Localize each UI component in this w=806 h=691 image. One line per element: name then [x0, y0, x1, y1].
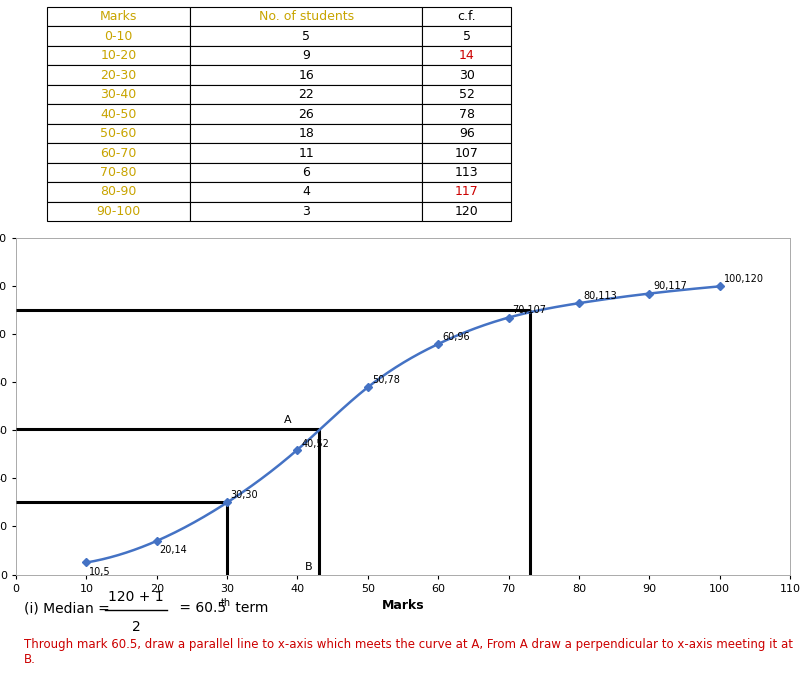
Text: 30-40: 30-40 [101, 88, 137, 101]
Text: 60,96: 60,96 [442, 332, 470, 342]
Bar [190, 202, 422, 221]
Text: 3: 3 [302, 205, 310, 218]
Text: c.f.: c.f. [458, 10, 476, 23]
Text: 50-60: 50-60 [101, 127, 137, 140]
Bar [422, 163, 511, 182]
Bar [190, 66, 422, 85]
Bar [190, 7, 422, 26]
Text: 113: 113 [455, 166, 479, 179]
Text: 20,14: 20,14 [160, 545, 187, 556]
Text: th: th [221, 598, 231, 608]
Text: 50,78: 50,78 [372, 375, 400, 385]
Text: 5: 5 [463, 30, 471, 43]
Text: 40,52: 40,52 [301, 439, 330, 449]
Text: term: term [231, 601, 268, 615]
Text: 6: 6 [302, 166, 310, 179]
Text: 107: 107 [455, 146, 479, 160]
Bar [422, 7, 511, 26]
Bar [190, 124, 422, 143]
Text: 18: 18 [298, 127, 314, 140]
Bar [47, 66, 190, 85]
Bar [422, 66, 511, 85]
Bar [47, 26, 190, 46]
Text: 22: 22 [298, 88, 314, 101]
Text: 40-50: 40-50 [101, 108, 137, 120]
Text: 90-100: 90-100 [97, 205, 141, 218]
Bar [47, 143, 190, 163]
Bar [190, 143, 422, 163]
Text: 60-70: 60-70 [101, 146, 137, 160]
Text: 52: 52 [459, 88, 475, 101]
Bar [47, 202, 190, 221]
Text: 96: 96 [459, 127, 475, 140]
Text: 9: 9 [302, 49, 310, 62]
Text: Through mark 60.5, draw a parallel line to x-axis which meets the curve at A, Fr: Through mark 60.5, draw a parallel line … [24, 638, 793, 665]
Bar [422, 104, 511, 124]
Text: 10-20: 10-20 [101, 49, 137, 62]
Text: 11: 11 [298, 146, 314, 160]
Bar [190, 85, 422, 104]
Text: (i) Median =: (i) Median = [24, 601, 110, 615]
Text: 26: 26 [298, 108, 314, 120]
Text: 10,5: 10,5 [89, 567, 111, 577]
Bar [422, 26, 511, 46]
Bar [422, 143, 511, 163]
Text: 70,107: 70,107 [513, 305, 546, 315]
Text: 90,117: 90,117 [654, 281, 688, 292]
Bar [47, 46, 190, 66]
Bar [422, 124, 511, 143]
Text: 0-10: 0-10 [105, 30, 133, 43]
Bar [422, 46, 511, 66]
Text: 30: 30 [459, 68, 475, 82]
Text: No. of students: No. of students [259, 10, 354, 23]
Text: 80-90: 80-90 [101, 185, 137, 198]
Bar [47, 104, 190, 124]
Bar [422, 202, 511, 221]
Text: = 60.5: = 60.5 [175, 601, 226, 615]
Text: Marks: Marks [100, 10, 137, 23]
Text: 120: 120 [455, 205, 479, 218]
Bar [190, 182, 422, 202]
Text: A: A [284, 415, 291, 425]
Text: 120 + 1: 120 + 1 [108, 590, 164, 604]
Bar [190, 46, 422, 66]
X-axis label: Marks: Marks [382, 599, 424, 612]
Bar [190, 104, 422, 124]
Text: 5: 5 [302, 30, 310, 43]
Bar [190, 163, 422, 182]
Text: B: B [305, 562, 312, 571]
Bar [47, 7, 190, 26]
Text: 16: 16 [298, 68, 314, 82]
Bar [47, 85, 190, 104]
Text: 117: 117 [455, 185, 479, 198]
Text: 70-80: 70-80 [101, 166, 137, 179]
Text: 14: 14 [459, 49, 475, 62]
Text: 78: 78 [459, 108, 475, 120]
Bar [190, 26, 422, 46]
Bar [422, 182, 511, 202]
Bar [47, 182, 190, 202]
Text: 100,120: 100,120 [724, 274, 764, 284]
Bar [47, 163, 190, 182]
Text: 20-30: 20-30 [101, 68, 137, 82]
Text: 4: 4 [302, 185, 310, 198]
Bar [47, 124, 190, 143]
Bar [422, 85, 511, 104]
Text: 30,30: 30,30 [230, 491, 258, 500]
Text: 2: 2 [131, 620, 140, 634]
Text: 80,113: 80,113 [583, 291, 617, 301]
